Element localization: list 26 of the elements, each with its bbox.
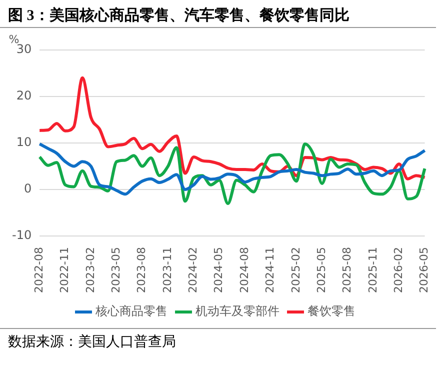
legend-label: 机动车及零部件 (196, 304, 280, 318)
line-series (38, 76, 426, 180)
x-tick-label: 2025-11 (366, 247, 380, 294)
x-tick-label: 2024-02 (186, 247, 200, 294)
x-tick-label: 2024-08 (238, 247, 251, 294)
x-tick-label: 2024-11 (264, 247, 277, 294)
y-tick-label: 20 (16, 88, 32, 103)
x-tick-label: 2023-08 (135, 247, 148, 294)
x-tick-label: 2025-08 (340, 247, 354, 294)
x-tick-label: 2024-05 (212, 247, 226, 294)
x-tick-label: 2025-02 (289, 247, 302, 294)
x-tick-label: 2022-08 (32, 247, 46, 294)
legend-label: 餐饮零售 (308, 304, 356, 318)
x-tick-label: 2023-11 (160, 247, 174, 294)
y-tick-label: 0 (24, 182, 32, 196)
x-tick-label: 2023-05 (110, 247, 122, 294)
y-tick-label: 10 (16, 135, 32, 150)
x-tick-label: 2022-11 (58, 247, 72, 294)
x-tick-label: 2026-02 (392, 247, 405, 294)
legend-label: 核心商品零售 (94, 304, 168, 318)
source-note: 数据来源：美国人口普查局 (0, 328, 436, 351)
chart-title: 图 3：美国核心商品零售、汽车零售、餐饮零售同比 (0, 0, 436, 28)
y-tick-label: -10 (12, 228, 32, 242)
x-tick-label: 2026-05 (418, 247, 431, 294)
x-tick-label: 2025-05 (314, 247, 328, 294)
x-tick-label: 2023-02 (84, 247, 97, 294)
